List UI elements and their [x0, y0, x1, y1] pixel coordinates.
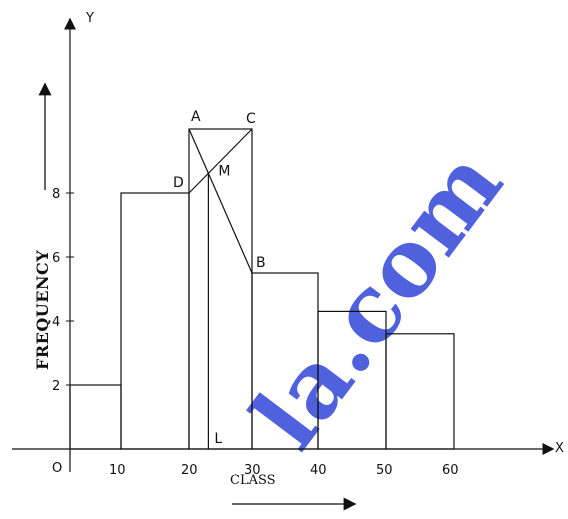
- y-tick-label-4: 4: [52, 315, 60, 330]
- y-axis-label: FREQUENCY: [33, 250, 52, 370]
- watermark-text: la.com: [231, 131, 523, 469]
- y-tick-label-6: 6: [52, 251, 60, 266]
- y-tick-label-2: 2: [52, 379, 60, 394]
- point-label-b: B: [256, 255, 266, 271]
- x-tick-label-40: 40: [310, 463, 327, 478]
- point-label-l: L: [214, 431, 222, 447]
- line-a-b: [188, 128, 253, 274]
- line-c-d: [188, 128, 253, 194]
- x-tick-label-20: 20: [181, 463, 198, 478]
- x-axis-name: X: [555, 441, 564, 456]
- origin-label: O: [52, 461, 62, 476]
- x-axis-label: CLASS: [230, 473, 276, 488]
- x-tick-label-30: 30: [244, 463, 261, 478]
- point-label-c: C: [246, 111, 256, 127]
- y-axis-name: Y: [85, 11, 94, 26]
- x-tick-label-10: 10: [109, 463, 126, 478]
- histogram-bar-50-60: [385, 333, 455, 450]
- histogram-bar-10-20: [120, 192, 190, 450]
- point-label-a: A: [191, 109, 201, 125]
- point-label-d: D: [173, 175, 184, 191]
- point-label-m: M: [218, 163, 230, 179]
- histogram-bar-0-10: [69, 384, 122, 450]
- x-tick-label-50: 50: [376, 463, 393, 478]
- x-tick-label-60: 60: [442, 463, 459, 478]
- y-tick-label-8: 8: [52, 187, 60, 202]
